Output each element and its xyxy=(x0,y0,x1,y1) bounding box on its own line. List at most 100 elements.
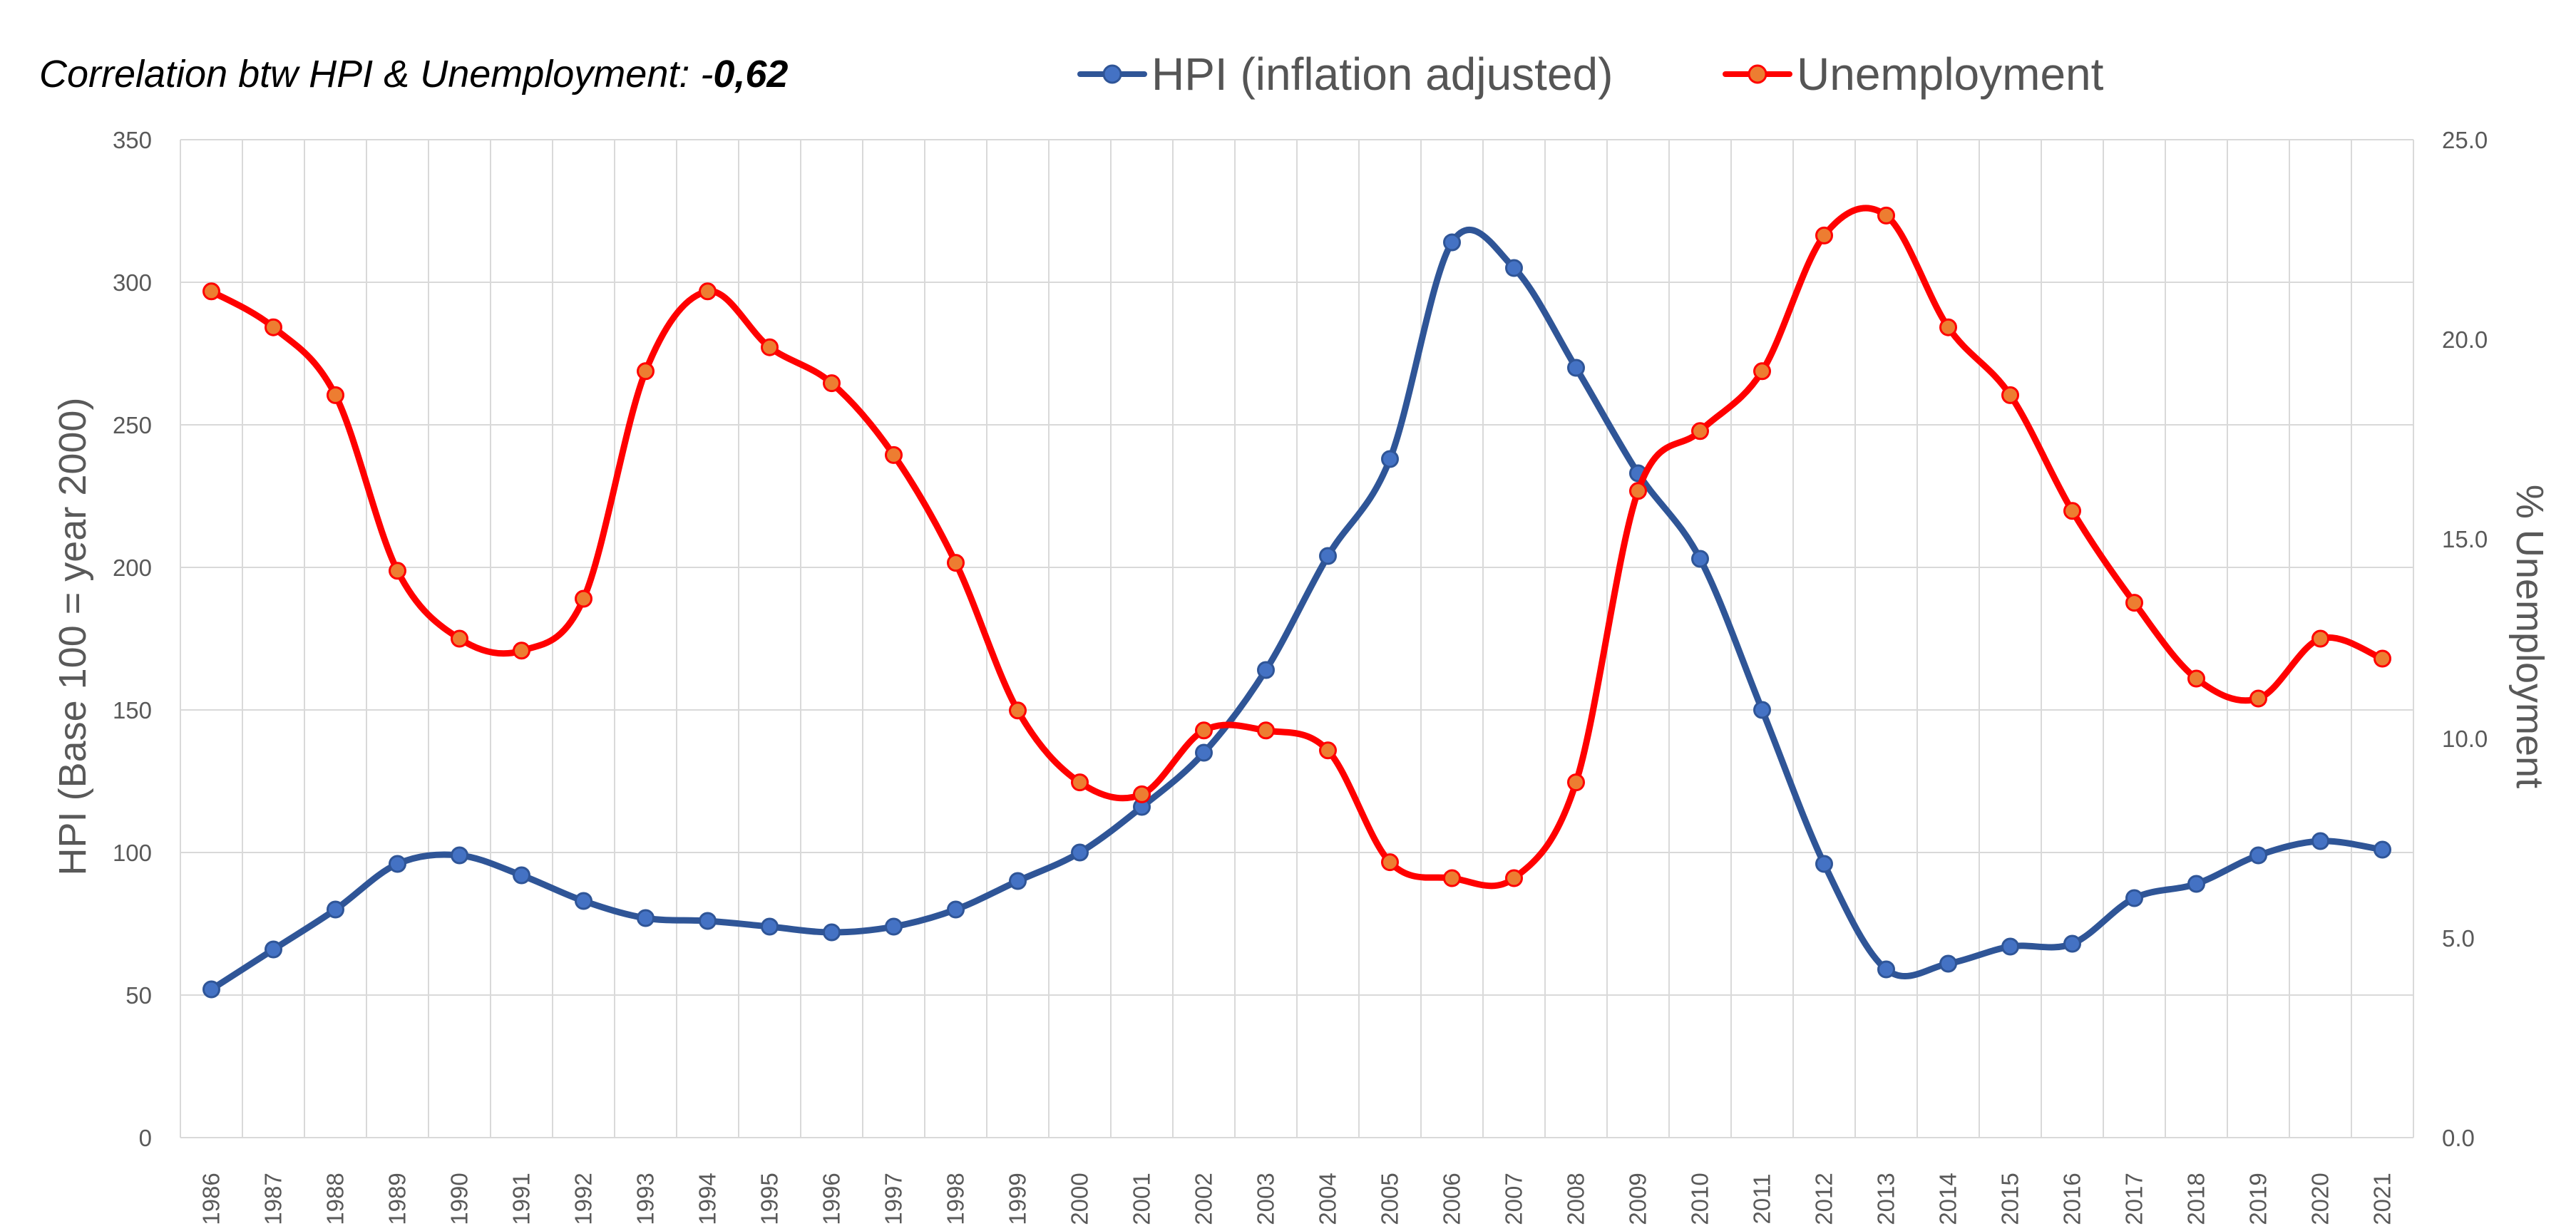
data-point-unemployment xyxy=(2063,502,2081,520)
y-tick-label: 200 xyxy=(113,555,152,581)
data-point-hpi xyxy=(2187,875,2205,893)
data-point-hpi xyxy=(1691,550,1709,568)
x-tick-label: 1998 xyxy=(943,1173,969,1225)
x-tick-label: 1986 xyxy=(198,1173,225,1225)
x-tick-label: 2010 xyxy=(1687,1173,1713,1225)
x-tick-label: 1996 xyxy=(819,1173,845,1225)
legend-unemployment-label: Unemployment xyxy=(1797,48,2104,100)
x-tick-label: 2019 xyxy=(2245,1173,2272,1225)
data-point-hpi xyxy=(2001,937,2019,956)
series-line-hpi xyxy=(208,227,2386,993)
x-tick-label: 2021 xyxy=(2369,1173,2396,1225)
y2-tick-label: 15.0 xyxy=(2442,526,2488,552)
y2-tick-label: 10.0 xyxy=(2442,726,2488,752)
data-point-hpi xyxy=(389,855,406,873)
data-point-hpi xyxy=(2063,934,2081,953)
data-point-unemployment xyxy=(2125,594,2143,612)
legend-hpi-marker xyxy=(1102,64,1122,84)
data-point-hpi xyxy=(637,909,655,927)
data-point-hpi xyxy=(2374,840,2391,859)
x-tick-label: 2011 xyxy=(1749,1174,1775,1225)
data-point-unemployment xyxy=(2249,689,2267,708)
data-point-hpi xyxy=(1815,855,1833,873)
x-tick-label: 2014 xyxy=(1935,1173,1961,1225)
data-point-hpi xyxy=(823,923,841,942)
x-tick-label: 1992 xyxy=(570,1173,597,1225)
data-point-hpi xyxy=(513,866,530,885)
series-layer xyxy=(202,205,2391,999)
x-axis-ticks: 1986 1987 1988 1989 1990 1991 1992 1993 1994 1995… xyxy=(198,1173,2396,1225)
x-tick-label: 2009 xyxy=(1625,1173,1651,1225)
data-point-hpi xyxy=(1009,872,1027,890)
data-point-hpi xyxy=(1877,960,1895,979)
data-point-hpi xyxy=(265,940,282,959)
data-point-unemployment xyxy=(1877,206,1895,225)
y-tick-label: 350 xyxy=(113,127,152,153)
x-tick-label: 1995 xyxy=(756,1173,783,1225)
x-tick-label: 2016 xyxy=(2059,1173,2085,1225)
data-point-unemployment xyxy=(1257,721,1275,740)
y-tick-label: 50 xyxy=(125,982,152,1009)
data-point-hpi xyxy=(1939,954,1957,973)
data-point-hpi xyxy=(202,980,220,999)
data-point-unemployment xyxy=(1443,869,1461,887)
data-point-unemployment xyxy=(1071,773,1089,792)
legend-unemployment-marker xyxy=(1748,64,1767,84)
series-hpi xyxy=(202,227,2391,999)
data-point-unemployment xyxy=(1753,362,1771,381)
data-point-unemployment xyxy=(1691,422,1709,441)
gridlines xyxy=(180,139,2414,1138)
legend-item-unemployment: Unemployment xyxy=(1723,48,2104,100)
data-point-hpi xyxy=(761,917,779,936)
x-tick-label: 2003 xyxy=(1253,1173,1279,1225)
x-tick-label: 1994 xyxy=(694,1173,721,1225)
data-point-unemployment xyxy=(2187,669,2205,688)
data-point-unemployment xyxy=(1815,226,1833,244)
data-point-unemployment xyxy=(265,318,282,336)
data-point-unemployment xyxy=(202,282,220,301)
data-point-hpi xyxy=(2311,832,2329,850)
data-point-unemployment xyxy=(761,338,779,356)
data-point-hpi xyxy=(1443,233,1461,252)
x-tick-label: 2017 xyxy=(2121,1173,2147,1225)
x-tick-label: 2001 xyxy=(1129,1173,1155,1225)
data-point-hpi xyxy=(885,917,903,936)
data-point-unemployment xyxy=(513,642,530,660)
y-tick-label: 150 xyxy=(113,697,152,723)
data-point-unemployment xyxy=(885,445,903,464)
correlation-note-value: 0,62 xyxy=(713,53,788,96)
data-point-unemployment xyxy=(2311,629,2329,648)
data-point-unemployment xyxy=(1629,482,1647,500)
data-point-unemployment xyxy=(1195,721,1213,740)
x-tick-label: 2002 xyxy=(1191,1173,1217,1225)
x-tick-label: 1993 xyxy=(632,1173,659,1225)
data-point-hpi xyxy=(2125,889,2143,907)
data-point-unemployment xyxy=(637,362,655,381)
data-point-hpi xyxy=(1257,661,1275,679)
data-point-hpi xyxy=(327,900,344,919)
data-point-hpi xyxy=(575,892,592,910)
legend: HPI (inflation adjusted) Unemployment xyxy=(1077,48,2104,100)
data-point-unemployment xyxy=(575,589,592,608)
y-tick-label: 250 xyxy=(113,412,152,438)
data-point-hpi xyxy=(2249,846,2267,865)
data-point-unemployment xyxy=(1505,869,1523,887)
x-tick-label: 1987 xyxy=(260,1173,287,1225)
data-point-unemployment xyxy=(823,374,841,393)
data-point-hpi xyxy=(451,846,468,865)
data-point-unemployment xyxy=(947,554,965,572)
legend-item-hpi: HPI (inflation adjusted) xyxy=(1077,48,1613,100)
x-tick-label: 2012 xyxy=(1811,1173,1837,1225)
data-point-hpi xyxy=(1195,743,1213,762)
right-axis-ticks: 0.0 5.0 10.0 15.0 20.0 25.0 xyxy=(2442,127,2488,1151)
y-axis-title: HPI (Base 100 = year 2000) xyxy=(51,398,94,876)
data-point-unemployment xyxy=(1009,701,1027,720)
y-tick-label: 100 xyxy=(113,840,152,866)
correlation-note: Correlation btw HPI & Unemployment: -0,6… xyxy=(39,53,788,96)
y2-tick-label: 0.0 xyxy=(2442,1125,2475,1151)
data-point-unemployment xyxy=(699,282,717,301)
data-point-unemployment xyxy=(1319,741,1337,760)
x-tick-label: 2000 xyxy=(1067,1173,1093,1225)
